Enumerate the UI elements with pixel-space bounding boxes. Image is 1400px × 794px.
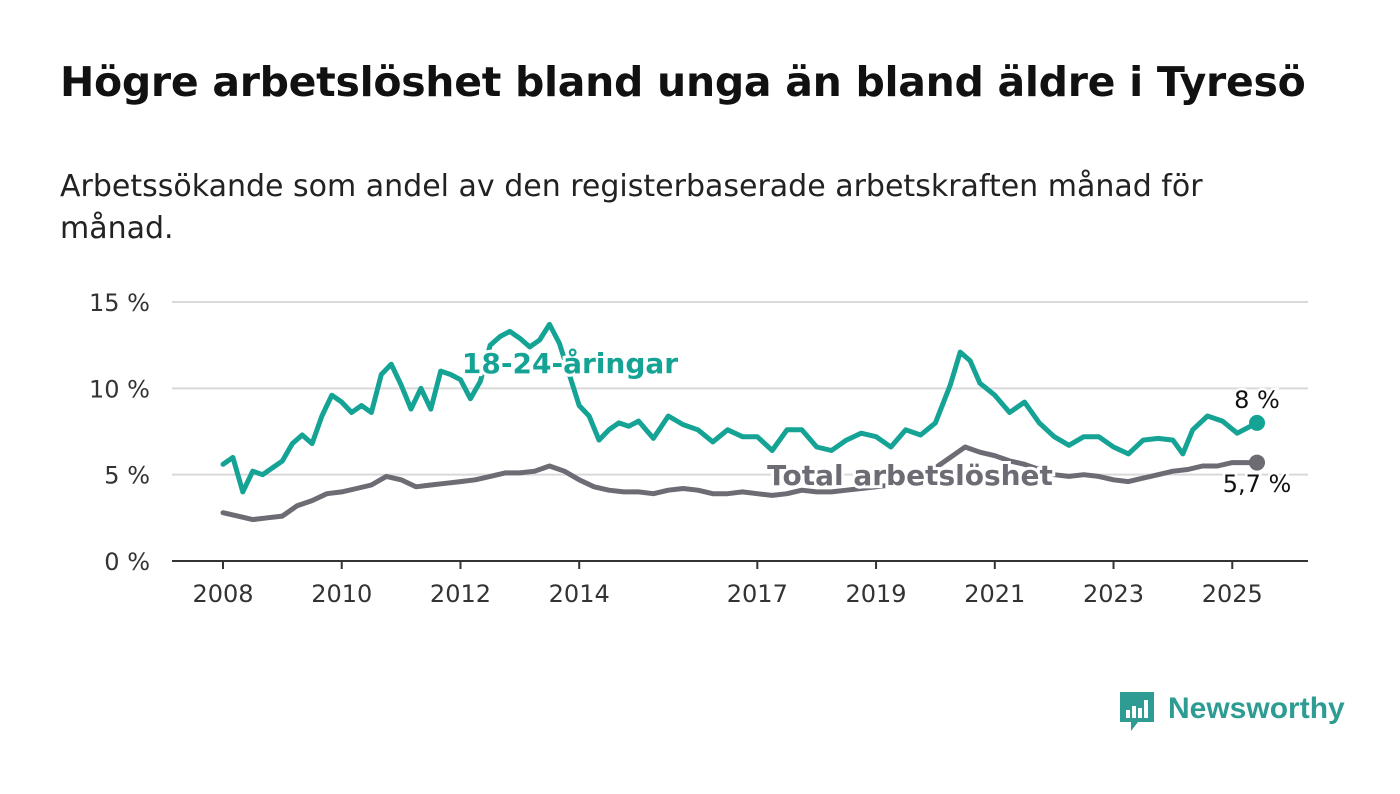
x-tick-label: 2010: [311, 580, 372, 608]
y-tick-label: 5 %: [104, 462, 150, 490]
x-tick-label: 2017: [727, 580, 788, 608]
series-name-label: 18-24-åringar: [462, 347, 678, 380]
end-value-label: 5,7 %: [1223, 470, 1292, 498]
x-tick-label: 2012: [430, 580, 491, 608]
brand-name: Newsworthy: [1168, 692, 1345, 725]
series-end-point-0: [1249, 414, 1265, 431]
y-tick-label: 0 %: [104, 548, 150, 576]
bar-chart-icon: [1120, 692, 1154, 731]
x-tick-label: 2008: [192, 580, 253, 608]
end-value-label: 8 %: [1234, 386, 1280, 414]
x-tick-label: 2014: [549, 580, 610, 608]
x-tick-label: 2023: [1083, 580, 1144, 608]
y-tick-label: 15 %: [89, 289, 150, 317]
series-line-1: [220, 444, 1260, 523]
series-name-label: Total arbetslöshet: [767, 459, 1053, 492]
chart-title: Högre arbetslöshet bland unga än bland ä…: [60, 58, 1306, 106]
x-tick-label: 2025: [1202, 580, 1263, 608]
x-tick-label: 2019: [846, 580, 907, 608]
x-tick-label: 2021: [964, 580, 1025, 608]
series-line-0: [220, 321, 1260, 495]
newsworthy-logo: Newsworthy: [1118, 690, 1348, 736]
y-tick-label: 10 %: [89, 375, 150, 403]
series-end-point-1: [1249, 454, 1265, 471]
chart-subtitle: Arbetssökande som andel av den registerb…: [60, 169, 1203, 246]
